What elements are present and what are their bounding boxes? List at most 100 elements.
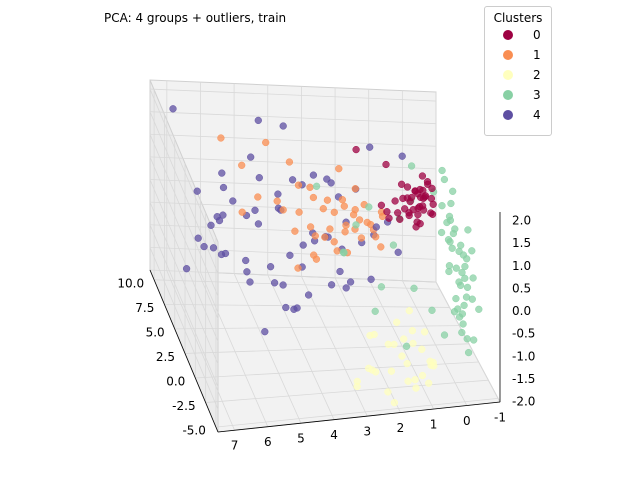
- point-cluster-1: [333, 247, 341, 255]
- point-cluster-4: [200, 242, 208, 251]
- point-cluster-3: [459, 320, 467, 328]
- point-cluster-1: [294, 181, 303, 189]
- point-cluster-3: [469, 274, 477, 282]
- point-cluster-3: [446, 238, 454, 246]
- x-tick-label: 4: [330, 428, 338, 442]
- z-gridline: [149, 269, 437, 283]
- point-cluster-1: [306, 183, 314, 191]
- point-cluster-3: [428, 306, 436, 314]
- point-cluster-2: [403, 359, 411, 368]
- point-cluster-3: [468, 247, 476, 255]
- x-gridline: [267, 274, 335, 420]
- point-cluster-3: [451, 225, 459, 233]
- point-cluster-3: [455, 313, 464, 321]
- point-cluster-4: [242, 256, 250, 265]
- point-cluster-4: [274, 190, 282, 198]
- z-gridline: [149, 179, 437, 192]
- point-cluster-2: [390, 340, 398, 349]
- point-cluster-3: [365, 203, 373, 211]
- point-cluster-3: [457, 241, 465, 249]
- point-cluster-1: [330, 238, 338, 246]
- point-cluster-4: [218, 169, 226, 177]
- point-cluster-0: [385, 214, 393, 222]
- legend-label: 4: [533, 108, 541, 122]
- x-tick-label: 0: [463, 414, 471, 428]
- point-cluster-4: [270, 279, 279, 287]
- point-cluster-1: [330, 208, 338, 216]
- point-cluster-3: [458, 328, 466, 337]
- point-cluster-4: [286, 251, 294, 259]
- point-cluster-2: [400, 335, 408, 343]
- point-cluster-1: [285, 158, 294, 166]
- point-cluster-0: [415, 203, 424, 211]
- y-gridline: [185, 343, 469, 354]
- point-cluster-2: [425, 379, 433, 387]
- x-tick-label: 5: [297, 432, 305, 446]
- point-cluster-2: [426, 357, 434, 365]
- point-cluster-0: [382, 160, 390, 169]
- point-cluster-3: [437, 228, 446, 237]
- point-cluster-3: [438, 202, 446, 210]
- point-cluster-1: [335, 165, 343, 173]
- point-cluster-4: [342, 284, 350, 292]
- legend-marker: [503, 70, 513, 80]
- point-cluster-4: [367, 275, 375, 283]
- point-cluster-2: [420, 328, 429, 336]
- point-cluster-1: [311, 232, 319, 240]
- point-cluster-1: [357, 234, 366, 242]
- point-cluster-3: [377, 283, 386, 291]
- point-cluster-3: [461, 274, 469, 282]
- point-cluster-4: [193, 187, 201, 195]
- point-cluster-0: [419, 194, 428, 202]
- point-cluster-1: [294, 264, 302, 272]
- point-cluster-1: [340, 202, 348, 210]
- point-cluster-2: [387, 367, 396, 375]
- point-cluster-1: [342, 221, 350, 229]
- point-cluster-0: [427, 194, 436, 203]
- z-gridline: [149, 247, 219, 410]
- point-cluster-1: [363, 218, 371, 227]
- point-cluster-4: [229, 197, 237, 205]
- point-cluster-3: [463, 283, 472, 292]
- tick-labels: -1 0 1 2 3 4 5 6 7 -5.0 -2.5 0.0 2.5 5.0 7.5 10.0 -2.0 -1…: [117, 212, 535, 453]
- point-cluster-4: [251, 206, 259, 214]
- point-cluster-0: [403, 183, 412, 191]
- y-tick-label: 5.0: [146, 325, 165, 339]
- z-gridline: [149, 224, 219, 387]
- y-tick-label: -5.0: [182, 424, 205, 438]
- point-cluster-4: [372, 223, 380, 231]
- legend: Clusters 0 1 2 3 4: [484, 6, 552, 136]
- point-cluster-4: [254, 220, 263, 228]
- point-cluster-2: [409, 339, 417, 348]
- point-cluster-3: [452, 264, 460, 272]
- x-tick-label: 2: [397, 421, 405, 435]
- point-cluster-0: [427, 209, 435, 217]
- point-cluster-1: [238, 208, 246, 216]
- z-tick-label: -1.5: [512, 372, 535, 386]
- point-cluster-1: [321, 233, 329, 241]
- point-cluster-1: [295, 208, 303, 216]
- z-tick-label: 1.0: [512, 259, 531, 273]
- point-cluster-4: [279, 122, 287, 130]
- point-cluster-3: [446, 216, 455, 224]
- point-cluster-1: [217, 134, 225, 142]
- z-gridline: [149, 134, 219, 297]
- point-cluster-4: [194, 234, 202, 242]
- y-tick-label: 10.0: [117, 276, 144, 290]
- legend-marker: [503, 90, 513, 100]
- point-cluster-0: [418, 172, 427, 180]
- point-cluster-4: [279, 281, 287, 289]
- point-cluster-4: [346, 278, 355, 286]
- point-cluster-4: [215, 216, 224, 225]
- point-cluster-2: [393, 318, 401, 326]
- point-cluster-1: [262, 138, 270, 147]
- point-cluster-2: [366, 331, 374, 340]
- point-cluster-0: [401, 205, 409, 213]
- point-cluster-3: [447, 199, 455, 208]
- point-cluster-2: [405, 307, 413, 315]
- point-cluster-1: [372, 233, 380, 241]
- point-cluster-1: [338, 196, 347, 204]
- point-cluster-3: [468, 295, 476, 303]
- legend-label: 3: [533, 88, 541, 102]
- point-cluster-1: [355, 216, 364, 224]
